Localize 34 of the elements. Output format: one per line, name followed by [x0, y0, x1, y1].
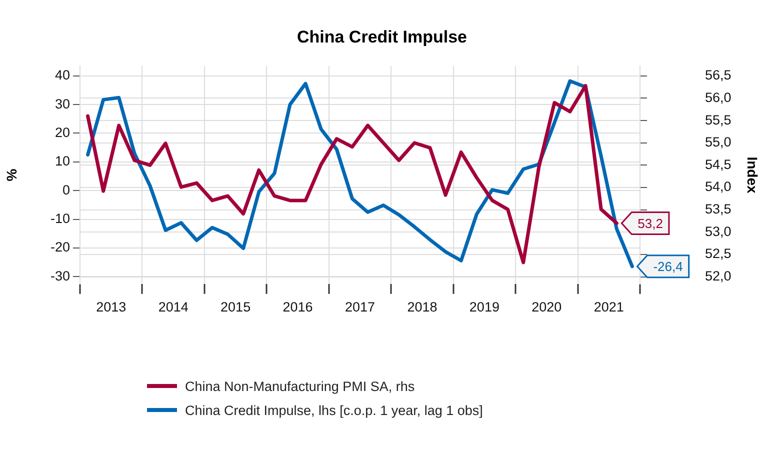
- data-label: -26,4: [653, 258, 683, 274]
- y2-tick-label: 53,0: [705, 224, 732, 239]
- x-tick-label: 2020: [532, 300, 562, 315]
- y-tick-label: 0: [62, 182, 70, 198]
- y-tick-label: 20: [54, 124, 70, 140]
- legend-label: China Credit Impulse, lhs [c.o.p. 1 year, lag 1 obs]: [185, 402, 483, 418]
- x-tick-label: 2018: [407, 300, 438, 315]
- y2-tick-label: 53,5: [705, 202, 732, 217]
- y2-tick-label: 52,0: [705, 268, 732, 284]
- x-tick-label: 2021: [594, 300, 624, 315]
- x-tick-label: 2014: [158, 300, 189, 315]
- y2-tick-label: 54,0: [705, 179, 732, 194]
- y2-tick-label: 55,5: [705, 112, 732, 128]
- y-tick-label: 40: [54, 68, 70, 83]
- legend-label: China Non-Manufacturing PMI SA, rhs: [185, 378, 415, 394]
- y2-axis-title: Index: [744, 156, 761, 194]
- y2-tick-label: 55,0: [705, 134, 732, 150]
- y2-tick-label: 56,5: [705, 68, 732, 83]
- y-axis-title: %: [3, 168, 20, 182]
- y2-tick-label: 52,5: [705, 246, 732, 262]
- y-tick-label: 10: [54, 154, 70, 169]
- chart-title: China Credit Impulse: [296, 28, 468, 47]
- y2-tick-label: 56,0: [705, 90, 732, 105]
- x-tick-label: 2013: [96, 300, 126, 315]
- x-tick-label: 2019: [469, 300, 500, 315]
- x-tick-label: 2015: [220, 300, 251, 315]
- x-tick-label: 2016: [282, 300, 313, 315]
- y-tick-label: -20: [50, 240, 70, 255]
- y-tick-label: -10: [50, 211, 70, 226]
- y-tick-label: 30: [54, 96, 70, 112]
- y-tick-label: -30: [50, 268, 70, 284]
- y2-tick-label: 54,5: [705, 156, 732, 172]
- x-tick-label: 2017: [344, 300, 376, 315]
- data-label: 53,2: [638, 216, 663, 231]
